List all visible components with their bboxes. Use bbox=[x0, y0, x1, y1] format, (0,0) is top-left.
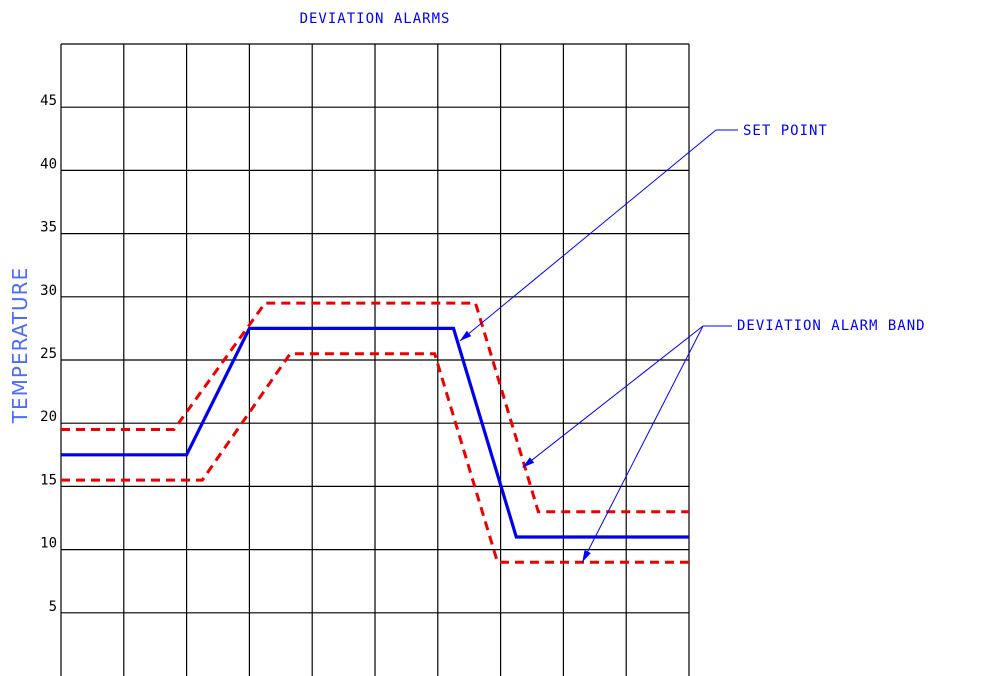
y-tick-label: 10 bbox=[40, 536, 57, 552]
alarm-band-upper bbox=[61, 301, 689, 514]
alarm-band-leader-1-head bbox=[522, 457, 535, 468]
y-tick-label: 25 bbox=[40, 346, 57, 362]
chart-grid bbox=[60, 43, 690, 676]
y-tick-label: 20 bbox=[40, 409, 57, 425]
y-tick-label: 5 bbox=[49, 599, 57, 615]
alarm-band-leader-1 bbox=[522, 325, 704, 468]
y-tick-label: 30 bbox=[40, 283, 57, 299]
set-point-line bbox=[61, 326, 689, 539]
set-point-leader bbox=[459, 129, 717, 342]
y-axis-label: TEMPERATURE bbox=[8, 267, 32, 424]
chart-annotations: SET POINT DEVIATION ALARM BAND bbox=[459, 123, 926, 563]
deviation-alarm-band-label: DEVIATION ALARM BAND bbox=[737, 318, 926, 334]
set-point-leader-head bbox=[459, 330, 472, 342]
y-tick-label: 35 bbox=[40, 220, 57, 236]
alarm-band-leader-2 bbox=[581, 325, 704, 563]
chart-series bbox=[61, 301, 689, 564]
y-tick-label: 45 bbox=[40, 93, 57, 109]
y-axis-ticks: 5 10 15 20 25 30 35 40 45 bbox=[40, 93, 57, 615]
y-tick-label: 40 bbox=[40, 156, 57, 172]
alarm-band-lower bbox=[61, 352, 689, 564]
chart-title: DEVIATION ALARMS bbox=[300, 11, 451, 27]
y-tick-label: 15 bbox=[40, 472, 57, 488]
alarm-band-leader-2-head bbox=[582, 549, 591, 563]
set-point-label: SET POINT bbox=[743, 123, 828, 139]
